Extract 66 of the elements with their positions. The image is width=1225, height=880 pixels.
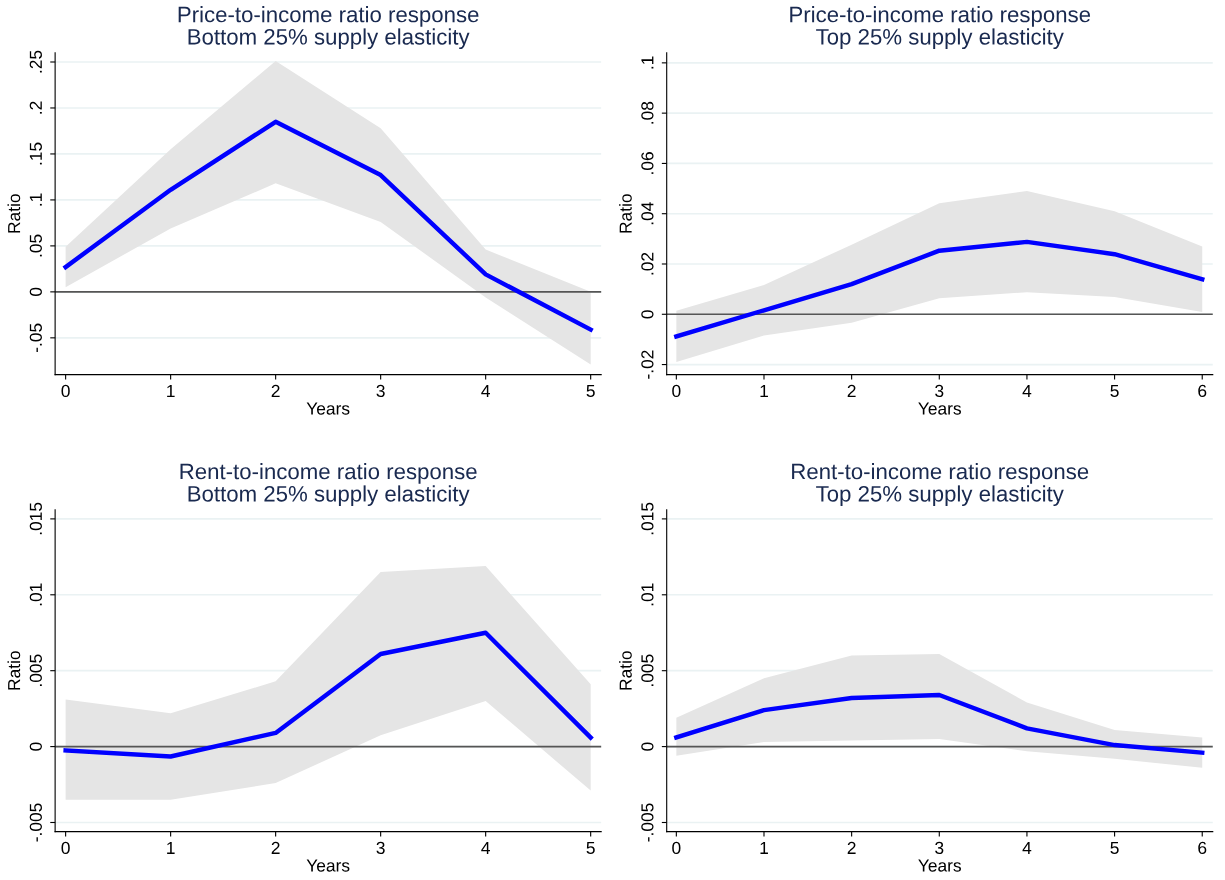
x-tick-label: 1	[167, 841, 175, 854]
x-tick-label: 5	[586, 384, 595, 398]
chart-title: Rent-to-income ratio response Bottom 25% supply elasticity	[180, 463, 477, 507]
x-tick-label: 2	[847, 384, 856, 397]
chart-title: Price-to-income ratio response Top 25% supply elasticity	[790, 6, 1091, 50]
chart-title: Rent-to-income ratio response Top 25% supply elasticity	[792, 463, 1089, 507]
line-series	[63, 630, 593, 759]
x-tick-label: 1	[760, 841, 768, 854]
y-tick-label: 0	[641, 310, 654, 319]
y-axis-title: Ratio	[619, 194, 632, 233]
x-tick-label: 2	[271, 841, 280, 854]
x-axis-title: Years	[918, 859, 961, 872]
y-tick-label: .04	[641, 202, 654, 225]
y-tick-label: .01	[641, 583, 654, 606]
x-axis-title: Years	[306, 402, 350, 415]
x-tick-label: 1	[167, 384, 175, 397]
y-tick-label: .2	[29, 101, 42, 114]
y-tick-label: -.02	[641, 350, 654, 379]
y-tick-label: .1	[641, 56, 654, 69]
x-tick-label: 4	[1022, 841, 1032, 854]
x-tick-label: 4	[481, 841, 490, 854]
x-tick-label: 0	[672, 841, 681, 855]
y-tick-label: .15	[29, 142, 42, 165]
x-axis-title: Years	[918, 402, 961, 415]
line-series	[63, 119, 593, 332]
x-tick-label: 0	[61, 384, 70, 398]
line-series	[674, 692, 1205, 755]
y-tick-label: -.005	[641, 803, 654, 842]
y-tick-label: .06	[641, 152, 654, 174]
y-axis-title: Ratio	[619, 651, 632, 690]
x-tick-label: 3	[376, 841, 385, 855]
line-series	[674, 239, 1205, 339]
x-tick-label: 4	[481, 384, 490, 397]
x-tick-label: 5	[1110, 841, 1119, 855]
y-axis-title: Ratio	[7, 194, 21, 233]
y-tick-label: .25	[29, 50, 42, 73]
x-axis-title: Years	[306, 859, 350, 872]
y-tick-label: .1	[29, 193, 42, 206]
x-tick-label: 0	[672, 384, 681, 398]
x-tick-label: 6	[1198, 841, 1207, 855]
y-tick-label: .08	[641, 101, 654, 124]
x-tick-label: 5	[1110, 384, 1119, 398]
chart-title: Price-to-income ratio response Bottom 25% supply elasticity	[178, 6, 479, 50]
y-tick-label: -.005	[29, 803, 42, 842]
y-tick-label: -.05	[29, 323, 42, 353]
x-tick-label: 5	[586, 841, 595, 855]
y-tick-label: .015	[641, 502, 654, 535]
x-tick-label: 2	[271, 384, 280, 397]
y-tick-label: .005	[641, 654, 654, 686]
x-tick-label: 2	[847, 841, 856, 854]
x-tick-label: 3	[935, 841, 944, 855]
x-tick-label: 4	[1022, 384, 1032, 397]
x-tick-label: 3	[376, 384, 385, 398]
y-tick-label: 0	[29, 287, 42, 297]
x-tick-label: 3	[935, 384, 944, 398]
y-tick-label: .02	[641, 252, 654, 275]
y-tick-label: .01	[29, 583, 42, 606]
x-tick-label: 0	[61, 841, 70, 855]
y-tick-label: 0	[641, 742, 654, 751]
y-tick-label: .05	[29, 234, 42, 257]
y-axis-title: Ratio	[7, 651, 21, 690]
y-tick-label: .015	[29, 502, 42, 535]
y-tick-label: 0	[29, 742, 42, 751]
y-tick-label: .005	[29, 654, 42, 686]
x-tick-label: 1	[760, 384, 768, 397]
x-tick-label: 6	[1198, 384, 1207, 398]
